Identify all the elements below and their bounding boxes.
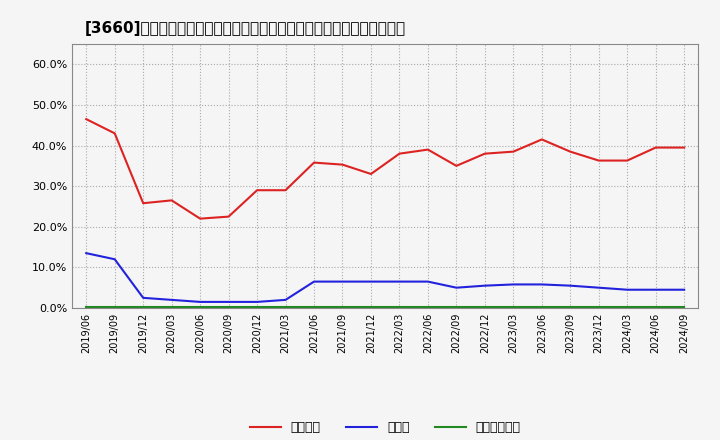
繰延税金資産 — [225, 304, 233, 309]
のれん — [652, 287, 660, 292]
のれん — [509, 282, 518, 287]
繰延税金資産 — [282, 304, 290, 309]
のれん — [225, 299, 233, 304]
自己資本 — [338, 162, 347, 167]
繰延税金資産 — [652, 304, 660, 309]
繰延税金資産 — [110, 304, 119, 309]
のれん — [395, 279, 404, 284]
自己資本 — [452, 163, 461, 169]
繰延税金資産 — [366, 304, 375, 309]
のれん — [680, 287, 688, 292]
Line: のれん: のれん — [86, 253, 684, 302]
自己資本 — [509, 149, 518, 154]
のれん — [310, 279, 318, 284]
自己資本 — [652, 145, 660, 150]
のれん — [537, 282, 546, 287]
自己資本 — [82, 117, 91, 122]
のれん — [82, 250, 91, 256]
自己資本 — [537, 137, 546, 142]
繰延税金資産 — [139, 304, 148, 309]
のれん — [623, 287, 631, 292]
繰延税金資産 — [480, 304, 489, 309]
自己資本 — [310, 160, 318, 165]
繰延税金資産 — [509, 304, 518, 309]
自己資本 — [423, 147, 432, 152]
繰延税金資産 — [310, 304, 318, 309]
のれん — [196, 299, 204, 304]
自己資本 — [595, 158, 603, 163]
自己資本 — [366, 171, 375, 176]
自己資本 — [680, 145, 688, 150]
自己資本 — [225, 214, 233, 219]
のれん — [282, 297, 290, 303]
のれん — [423, 279, 432, 284]
のれん — [139, 295, 148, 301]
自己資本 — [623, 158, 631, 163]
自己資本 — [282, 187, 290, 193]
自己資本 — [167, 198, 176, 203]
繰延税金資産 — [395, 304, 404, 309]
のれん — [452, 285, 461, 290]
Line: 自己資本: 自己資本 — [86, 119, 684, 219]
繰延税金資産 — [537, 304, 546, 309]
自己資本 — [139, 201, 148, 206]
自己資本 — [110, 131, 119, 136]
のれん — [253, 299, 261, 304]
繰延税金資産 — [423, 304, 432, 309]
繰延税金資産 — [82, 304, 91, 309]
Text: [3660]　自己資本、のれん、繰延税金資産の総資産に対する比率の推移: [3660] 自己資本、のれん、繰延税金資産の総資産に対する比率の推移 — [84, 21, 405, 36]
繰延税金資産 — [680, 304, 688, 309]
のれん — [566, 283, 575, 288]
自己資本 — [480, 151, 489, 156]
自己資本 — [395, 151, 404, 156]
繰延税金資産 — [623, 304, 631, 309]
のれん — [167, 297, 176, 303]
繰延税金資産 — [595, 304, 603, 309]
のれん — [110, 257, 119, 262]
自己資本 — [196, 216, 204, 221]
繰延税金資産 — [566, 304, 575, 309]
繰延税金資産 — [253, 304, 261, 309]
繰延税金資産 — [452, 304, 461, 309]
自己資本 — [566, 149, 575, 154]
のれん — [338, 279, 347, 284]
のれん — [595, 285, 603, 290]
自己資本 — [253, 187, 261, 193]
のれん — [480, 283, 489, 288]
繰延税金資産 — [167, 304, 176, 309]
繰延税金資産 — [338, 304, 347, 309]
のれん — [366, 279, 375, 284]
繰延税金資産 — [196, 304, 204, 309]
Legend: 自己資本, のれん, 繰延税金資産: 自己資本, のれん, 繰延税金資産 — [245, 416, 526, 439]
